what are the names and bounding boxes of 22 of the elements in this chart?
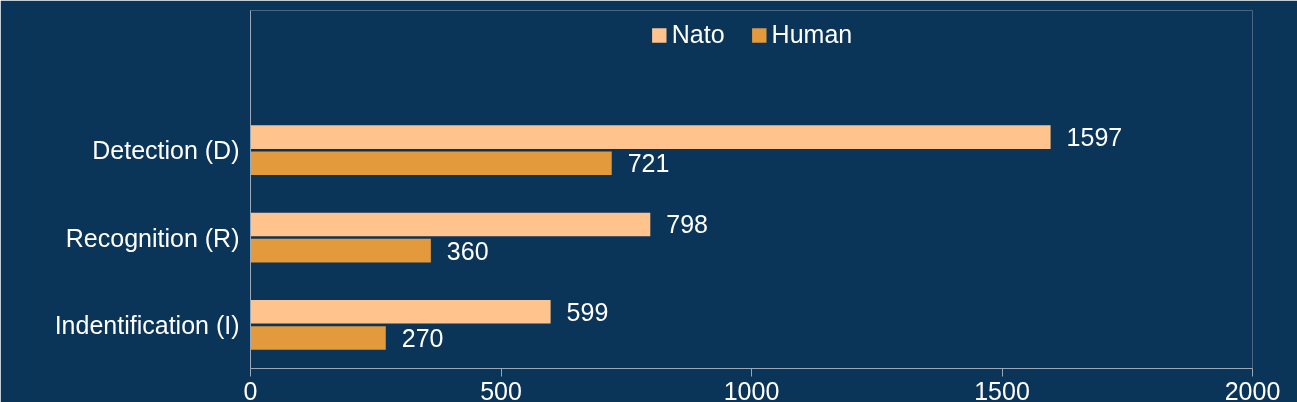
y-tick-label: Detection (D) bbox=[92, 136, 240, 165]
bar bbox=[250, 212, 651, 237]
bar bbox=[250, 125, 1051, 149]
x-tick-label: 2000 bbox=[1224, 376, 1281, 402]
legend-label: Human bbox=[771, 20, 853, 49]
data-label: 721 bbox=[627, 149, 670, 178]
bar bbox=[250, 299, 551, 324]
y-tick-label: Recognition (R) bbox=[65, 223, 240, 252]
legend-label: Nato bbox=[671, 20, 725, 49]
data-label: 599 bbox=[566, 297, 609, 326]
y-tick-label: Indentification (I) bbox=[54, 310, 240, 339]
x-tick-label: 1500 bbox=[974, 376, 1030, 402]
bar bbox=[250, 326, 386, 350]
data-label: 360 bbox=[446, 236, 489, 265]
data-label: 1597 bbox=[1066, 123, 1123, 152]
data-label: 270 bbox=[401, 323, 444, 352]
bar bbox=[250, 151, 612, 176]
x-tick-label: 0 bbox=[243, 376, 258, 402]
x-tick-label: 500 bbox=[480, 376, 522, 402]
x-tick-label: 1000 bbox=[723, 376, 780, 402]
bar bbox=[250, 238, 431, 263]
data-label: 798 bbox=[666, 210, 709, 239]
